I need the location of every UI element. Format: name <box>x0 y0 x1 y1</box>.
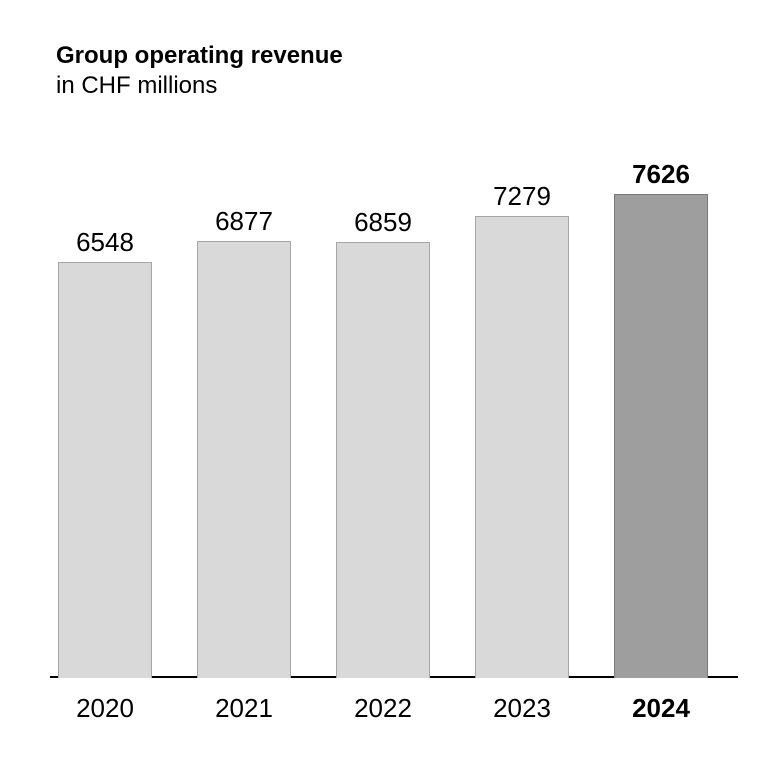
x-axis-label: 2021 <box>187 693 301 724</box>
bar-2023: 7279 <box>475 216 569 678</box>
chart-subtitle: in CHF millions <box>56 72 343 100</box>
bar-value-label: 7626 <box>615 159 707 190</box>
bar-2021: 6877 <box>197 241 291 678</box>
x-axis-label: 2020 <box>48 693 162 724</box>
x-axis-label: 2022 <box>326 693 440 724</box>
bar-2022: 6859 <box>336 242 430 678</box>
bar-2024: 7626 <box>614 194 708 678</box>
bar-2020: 6548 <box>58 262 152 678</box>
chart-plot-area: 6548202068772021685920227279202376262024 <box>50 170 738 678</box>
bar-value-label: 6877 <box>198 206 290 237</box>
bar-value-label: 7279 <box>476 181 568 212</box>
bar-value-label: 6548 <box>59 227 151 258</box>
x-axis-label: 2024 <box>604 693 718 724</box>
title-block: Group operating revenue in CHF millions <box>56 42 343 100</box>
x-axis-label: 2023 <box>465 693 579 724</box>
chart-container: { "chart": { "type": "bar", "title": "Gr… <box>0 0 768 768</box>
chart-title: Group operating revenue <box>56 42 343 70</box>
bar-value-label: 6859 <box>337 207 429 238</box>
